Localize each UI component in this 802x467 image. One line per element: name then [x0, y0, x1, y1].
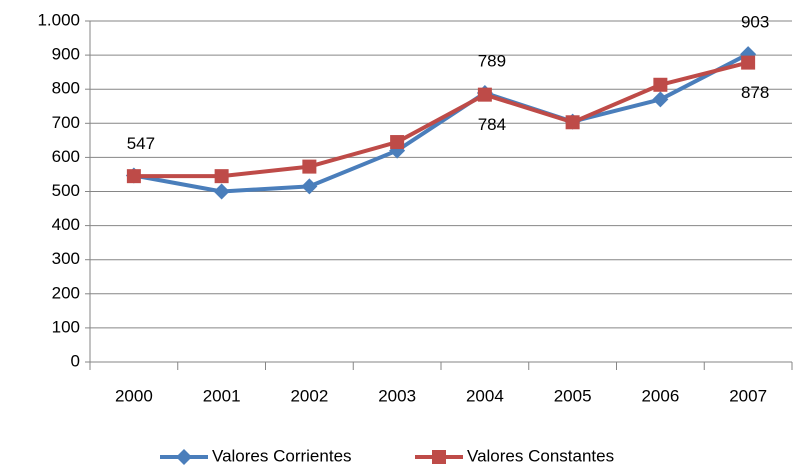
series-line [133, 52, 750, 194]
y-tick-label: 900 [52, 45, 80, 64]
y-tick-label: 1.000 [37, 10, 80, 29]
marker [302, 159, 317, 174]
y-tick-label: 600 [52, 147, 80, 166]
x-tick-label: 2005 [554, 386, 592, 405]
legend-label: Valores Constantes [467, 446, 614, 465]
y-tick-label: 100 [52, 317, 80, 336]
marker [653, 77, 668, 92]
y-tick-label: 500 [52, 181, 80, 200]
marker [565, 115, 580, 130]
marker [126, 169, 141, 184]
data-label: 789 [478, 51, 506, 70]
marker [214, 169, 229, 184]
x-tick-label: 2007 [729, 386, 767, 405]
marker [301, 178, 318, 195]
x-tick-label: 2002 [290, 386, 328, 405]
y-tick-label: 300 [52, 249, 80, 268]
marker [176, 449, 192, 465]
data-label: 784 [478, 115, 506, 134]
y-tick-label: 800 [52, 79, 80, 98]
x-tick-label: 2003 [378, 386, 416, 405]
y-tick-label: 200 [52, 283, 80, 302]
marker [477, 87, 492, 102]
x-tick-label: 2006 [641, 386, 679, 405]
data-label: 878 [741, 83, 769, 102]
data-label: 547 [127, 134, 155, 153]
marker [652, 91, 669, 108]
x-tick-label: 2000 [115, 386, 153, 405]
x-tick-label: 2001 [203, 386, 241, 405]
x-tick-label: 2004 [466, 386, 504, 405]
series-line [133, 60, 749, 179]
marker [741, 55, 756, 70]
marker [432, 450, 446, 464]
marker [390, 135, 405, 150]
marker [213, 183, 230, 200]
y-tick-label: 700 [52, 113, 80, 132]
legend-label: Valores Corrientes [212, 446, 352, 465]
y-tick-label: 0 [71, 351, 80, 370]
data-label: 903 [741, 13, 769, 32]
y-tick-label: 400 [52, 215, 80, 234]
